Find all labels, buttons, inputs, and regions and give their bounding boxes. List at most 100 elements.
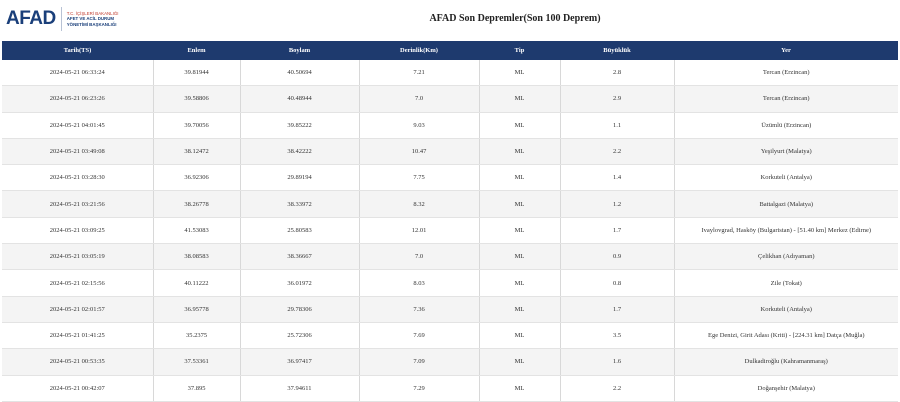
cell-buyukluk: 2.2 [560, 375, 675, 402]
cell-yer: Korkuteli (Antalya) [674, 164, 898, 192]
cell-enlem: 38.08583 [153, 243, 241, 271]
cell-derinlik: 7.75 [359, 164, 480, 192]
table-row[interactable]: 2024-05-21 06:23:26 39.58806 40.48944 7.0 ML… [2, 85, 898, 113]
cell-boylam: 38.33972 [240, 190, 360, 218]
cell-buyukluk: 3.5 [560, 322, 675, 350]
table-row[interactable]: 2024-05-21 00:42:07 37.895 37.94611 7.29 ML 2… [2, 375, 898, 402]
cell-tarih: 2024-05-21 03:21:56 [2, 190, 154, 218]
table-row[interactable]: 2024-05-21 03:05:19 38.08583 38.36667 7.0 ML… [2, 243, 898, 271]
column-header-tarih[interactable]: Tarih(TS) [2, 41, 153, 60]
cell-enlem: 37.53361 [153, 348, 241, 376]
cell-boylam: 36.97417 [240, 348, 360, 376]
table-row[interactable]: 2024-05-21 03:21:56 38.26778 38.33972 8.32 M… [2, 190, 898, 218]
cell-tarih: 2024-05-21 06:33:24 [2, 60, 154, 87]
cell-derinlik: 7.29 [359, 375, 480, 402]
cell-enlem: 39.58806 [153, 85, 241, 113]
cell-boylam: 40.50694 [240, 60, 360, 87]
table-row[interactable]: 2024-05-21 03:49:08 38.12472 38.42222 10.47… [2, 138, 898, 166]
cell-tarih: 2024-05-21 02:15:56 [2, 269, 154, 297]
cell-derinlik: 10.47 [359, 138, 480, 166]
cell-yer: Üzümlü (Erzincan) [674, 112, 898, 139]
cell-tip: ML [479, 217, 561, 245]
cell-enlem: 36.95778 [153, 296, 241, 323]
cell-boylam: 38.42222 [240, 138, 360, 166]
cell-buyukluk: 1.6 [560, 348, 675, 376]
logo-subtitle: T.C. İÇİŞLERİ BAKANLIĞI AFET VE ACİL DUR… [67, 11, 119, 28]
cell-tarih: 2024-05-21 03:05:19 [2, 243, 154, 271]
cell-boylam: 37.94611 [240, 375, 360, 402]
cell-yer: Tercan (Erzincan) [674, 85, 898, 113]
table-row[interactable]: 2024-05-21 04:01:45 39.70056 39.85222 9.03 M… [2, 112, 898, 139]
cell-enlem: 38.26778 [153, 190, 241, 218]
cell-yer: Ege Denizi, Girit Adası (Kriti) - [224.3… [674, 322, 898, 350]
cell-derinlik: 12.01 [359, 217, 480, 245]
table-row[interactable]: 2024-05-21 02:15:56 40.11222 36.01972 8.03 M… [2, 269, 898, 297]
cell-tarih: 2024-05-21 00:53:35 [2, 348, 154, 376]
cell-boylam: 38.36667 [240, 243, 360, 271]
cell-boylam: 36.01972 [240, 269, 360, 297]
cell-yer: Tercan (Erzincan) [674, 60, 898, 87]
page-header: AFAD T.C. İÇİŞLERİ BAKANLIĞI AFET VE ACİ… [0, 0, 900, 41]
page-title: AFAD Son Depremler(Son 100 Deprem) [429, 13, 601, 24]
cell-yer: Çelikhan (Adıyaman) [674, 243, 898, 271]
column-header-tip[interactable]: Tip [479, 41, 560, 60]
cell-yer: Battalgazi (Malatya) [674, 190, 898, 218]
cell-tip: ML [479, 296, 561, 323]
logo-subtitle-line1: T.C. İÇİŞLERİ BAKANLIĞI [66, 10, 119, 16]
cell-tip: ML [479, 348, 561, 376]
cell-derinlik: 8.03 [359, 269, 480, 297]
cell-enlem: 39.70056 [153, 112, 241, 139]
cell-derinlik: 7.36 [359, 296, 480, 323]
cell-tip: ML [479, 138, 561, 166]
table-row[interactable]: 2024-05-21 01:41:25 35.2375 25.72306 7.69 ML… [2, 322, 898, 350]
table-row[interactable]: 2024-05-21 06:33:24 39.81944 40.50694 7.21 M… [2, 60, 898, 87]
cell-yer: Korkuteli (Antalya) [674, 296, 898, 323]
cell-yer: Yeşilyurt (Malatya) [674, 138, 898, 166]
cell-buyukluk: 1.2 [560, 190, 675, 218]
cell-buyukluk: 0.8 [560, 269, 675, 297]
logo-subtitle-line3: YÖNETİMİ BAŞKANLIĞI [66, 21, 117, 27]
table-row[interactable]: 2024-05-21 03:28:30 36.92306 29.89194 7.75 M… [2, 164, 898, 192]
column-header-enlem[interactable]: Enlem [153, 41, 240, 60]
cell-boylam: 25.72306 [240, 322, 360, 350]
cell-enlem: 38.12472 [153, 138, 241, 166]
cell-boylam: 25.80583 [240, 217, 360, 245]
cell-tip: ML [479, 85, 561, 113]
cell-yer: Ivaylovgrad, Hasköy (Bulgaristan) - [51.… [674, 217, 898, 245]
column-header-derinlik[interactable]: Derinlik(Km) [359, 41, 479, 60]
cell-derinlik: 8.32 [359, 190, 480, 218]
cell-enlem: 41.53083 [153, 217, 241, 245]
cell-enlem: 35.2375 [153, 322, 241, 350]
cell-tarih: 2024-05-21 03:09:25 [2, 217, 154, 245]
cell-tip: ML [479, 269, 561, 297]
cell-tarih: 2024-05-21 03:49:08 [2, 138, 154, 166]
cell-boylam: 39.85222 [240, 112, 360, 139]
cell-derinlik: 7.0 [359, 243, 480, 271]
cell-derinlik: 7.0 [359, 85, 480, 113]
logo-wordmark: AFAD [6, 8, 56, 29]
cell-yer: Zile (Tokat) [674, 269, 898, 297]
cell-tarih: 2024-05-21 06:23:26 [2, 85, 154, 113]
cell-derinlik: 7.09 [359, 348, 480, 376]
cell-yer: Doğanşehir (Malatya) [674, 375, 898, 402]
cell-tip: ML [479, 243, 561, 271]
afad-logo[interactable]: AFAD T.C. İÇİŞLERİ BAKANLIĞI AFET VE ACİ… [6, 5, 118, 33]
column-header-boylam[interactable]: Boylam [240, 41, 359, 60]
cell-buyukluk: 1.1 [560, 112, 675, 139]
earthquake-table: Tarih(TS) Enlem Boylam Derinlik(Km) Tip … [2, 41, 898, 402]
column-header-yer[interactable]: Yer [674, 41, 898, 60]
cell-tip: ML [479, 375, 561, 402]
cell-tip: ML [479, 112, 561, 139]
cell-derinlik: 9.03 [359, 112, 480, 139]
cell-tarih: 2024-05-21 01:41:25 [2, 322, 154, 350]
cell-boylam: 29.78306 [240, 296, 360, 323]
cell-enlem: 39.81944 [153, 60, 241, 87]
table-row[interactable]: 2024-05-21 03:09:25 41.53083 25.80583 12.01… [2, 217, 898, 245]
cell-buyukluk: 1.7 [560, 296, 675, 323]
logo-subtitle-line2: AFET VE ACİL DURUM [66, 16, 115, 22]
table-row[interactable]: 2024-05-21 02:01:57 36.95778 29.78306 7.36 M… [2, 296, 898, 323]
column-header-buyukluk[interactable]: Büyüklük [560, 41, 674, 60]
cell-tip: ML [479, 322, 561, 350]
table-row[interactable]: 2024-05-21 00:53:35 37.53361 36.97417 7.09 M… [2, 348, 898, 376]
cell-enlem: 37.895 [153, 375, 241, 402]
